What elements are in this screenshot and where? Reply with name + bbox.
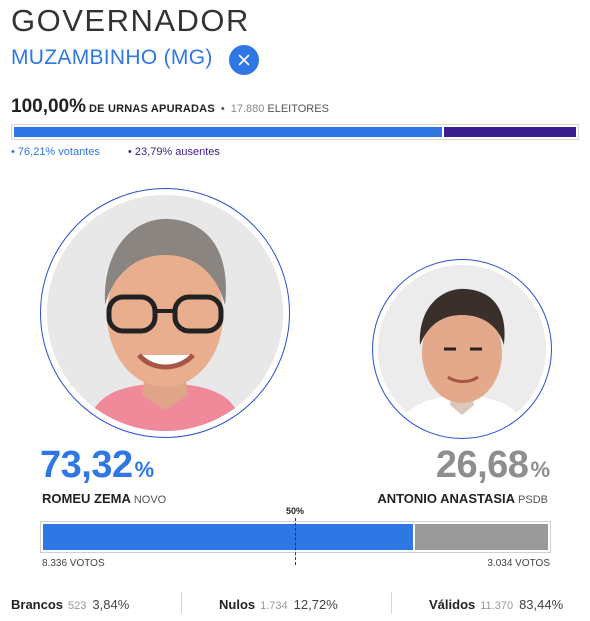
candidate-portrait xyxy=(378,265,546,433)
summary-nulos: Nulos 1.734 12,72% xyxy=(219,597,338,612)
candidate-portrait xyxy=(47,195,283,431)
counted-label: DE URNAS APURADAS xyxy=(89,103,215,115)
candidate-party: PSDB xyxy=(518,494,548,506)
summary-count: 523 xyxy=(68,600,87,612)
summary-percent: 83,44% xyxy=(519,597,564,612)
close-icon xyxy=(238,54,250,66)
candidate-percent-value: 26,68 xyxy=(435,444,529,486)
location-selector[interactable]: MUZAMBINHO (MG) xyxy=(11,46,213,69)
summary-percent: 12,72% xyxy=(293,597,338,612)
vote-share-segment-antonio-anastasia xyxy=(415,524,548,550)
majority-mark-line xyxy=(295,518,296,565)
candidate-name: ROMEU ZEMA NOVO xyxy=(42,491,166,506)
summary-label: Nulos xyxy=(219,597,256,612)
summary-validos: Válidos 11.370 83,44% xyxy=(429,597,563,612)
turnout-absent-segment xyxy=(444,127,576,137)
summary-count: 11.370 xyxy=(480,600,514,612)
percent-sign: % xyxy=(134,457,155,482)
race-title: GOVERNADOR xyxy=(11,3,250,38)
voters-count: 17.880 xyxy=(230,103,265,115)
voters-label: ELEITORES xyxy=(267,103,329,115)
percent-sign: % xyxy=(530,457,550,482)
divider xyxy=(181,592,182,614)
separator-dot: • xyxy=(220,103,225,115)
turnout-bar xyxy=(11,124,579,140)
close-location-button[interactable] xyxy=(229,45,259,75)
absent-legend: • 23,79% ausentes xyxy=(128,146,220,158)
candidate-percent: 26,68% xyxy=(436,444,550,487)
summary-count: 1.734 xyxy=(260,600,288,612)
majority-mark-label: 50% xyxy=(286,506,305,516)
candidate-votes: 3.034 VOTOS xyxy=(487,558,550,569)
candidate-photo-romeu-zema xyxy=(40,188,290,438)
candidate-votes: 8.336 VOTOS xyxy=(42,558,105,569)
candidate-percent: 73,32% xyxy=(40,444,154,487)
voters-legend: • 76,21% votantes xyxy=(11,146,100,158)
divider xyxy=(391,592,392,614)
candidate-photo-antonio-anastasia xyxy=(372,259,552,439)
summary-label: Brancos xyxy=(11,597,64,612)
candidate-percent-value: 73,32 xyxy=(40,444,133,486)
candidate-name: ANTONIO ANASTASIA PSDB xyxy=(377,491,548,506)
summary-brancos: Brancos 523 3,84% xyxy=(11,597,129,612)
counted-percent: 100,00% xyxy=(11,96,87,117)
counting-status: 100,00% DE URNAS APURADAS • 17.880 ELEITORES xyxy=(11,96,329,118)
candidate-party: NOVO xyxy=(133,494,167,506)
turnout-voters-segment xyxy=(14,127,443,137)
summary-label: Válidos xyxy=(429,597,476,612)
candidate-name-text: ROMEU ZEMA xyxy=(42,491,131,506)
candidate-name-text: ANTONIO ANASTASIA xyxy=(377,491,516,506)
summary-percent: 3,84% xyxy=(92,597,130,612)
vote-share-segment-romeu-zema xyxy=(43,524,414,550)
